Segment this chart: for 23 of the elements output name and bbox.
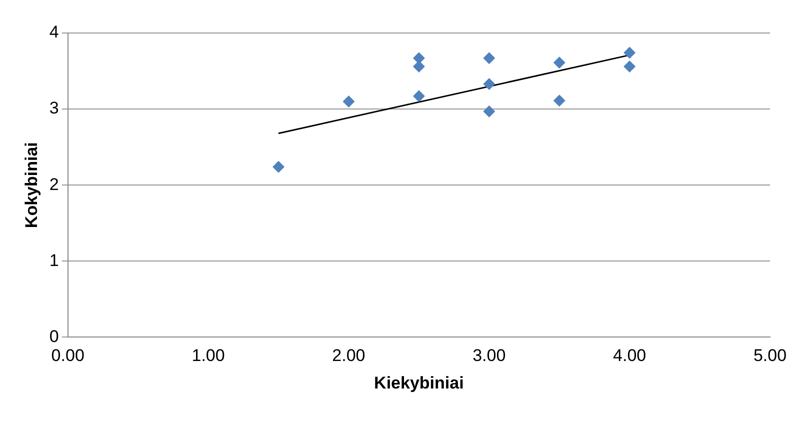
point — [624, 46, 636, 59]
x-tick-label: 4.00 — [613, 346, 646, 366]
point — [553, 56, 566, 69]
y-tick-label: 4 — [49, 22, 59, 42]
x-tick-label: 2.00 — [332, 346, 366, 366]
point — [272, 160, 284, 173]
y-tick-label: 0 — [49, 326, 59, 346]
x-tick-label: 1.00 — [192, 346, 225, 366]
x-tick-label: 3.00 — [472, 346, 506, 366]
point — [483, 78, 496, 90]
y-axis-title: Kokybiniai — [22, 142, 41, 228]
y-tick-label: 2 — [49, 174, 59, 194]
point — [553, 94, 566, 107]
y-tick-label: 3 — [49, 98, 59, 118]
point — [412, 90, 425, 102]
point — [483, 105, 496, 118]
x-tick-label: 0.00 — [51, 346, 84, 366]
x-tick-label: 5.00 — [753, 346, 787, 366]
y-tick-label: 1 — [49, 250, 59, 270]
point — [483, 52, 496, 64]
point — [342, 95, 355, 108]
x-axis-title: Kiekybiniai — [374, 373, 464, 392]
point — [624, 60, 636, 72]
